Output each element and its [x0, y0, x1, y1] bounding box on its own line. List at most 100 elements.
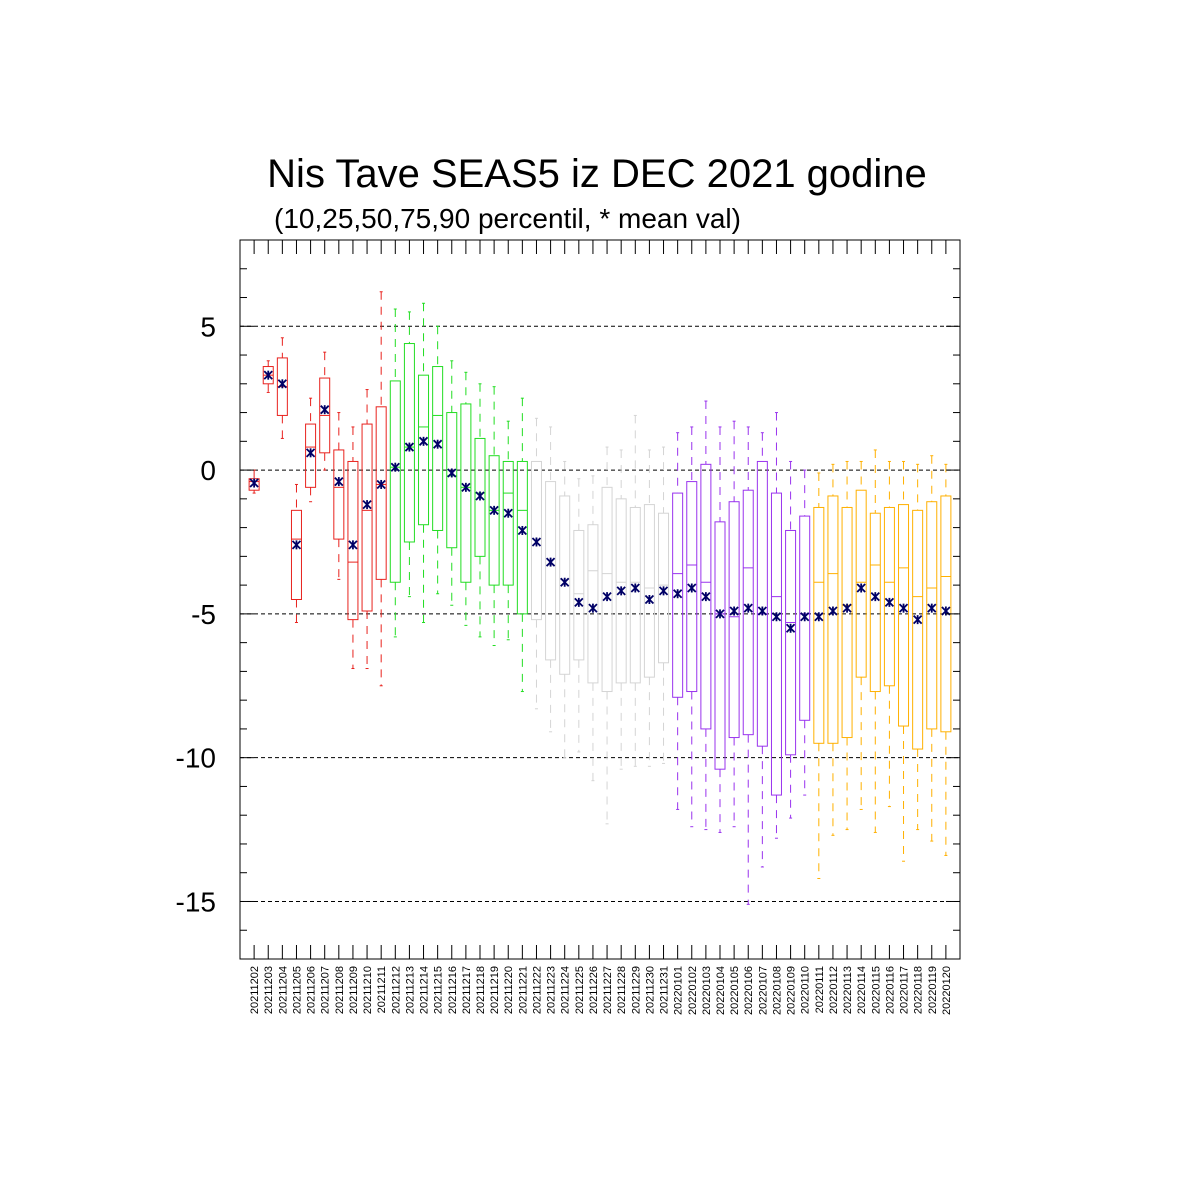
box-iqr	[912, 509, 924, 750]
mean-marker-20211214	[418, 436, 429, 446]
mean-marker-20211229	[630, 583, 640, 593]
box-iqr	[530, 460, 542, 621]
x-tick-label-3: 20211205	[291, 966, 303, 1014]
mean-marker-20220107	[757, 606, 767, 616]
box-20220117	[898, 460, 910, 862]
box-20211210	[361, 389, 373, 670]
box-iqr	[770, 492, 782, 796]
x-tick-label-0: 20211202	[249, 966, 261, 1014]
box-20220110	[799, 469, 811, 796]
box-iqr	[375, 406, 387, 580]
x-tick-label-24: 20211226	[588, 966, 600, 1014]
box-20220104	[714, 426, 726, 833]
box-20211224	[559, 460, 571, 759]
box-iqr	[883, 506, 895, 687]
x-tick-label-9: 20211211	[376, 966, 388, 1013]
box-iqr	[714, 521, 726, 770]
box-20211230	[643, 449, 655, 767]
mean-marker-20211220	[503, 508, 513, 518]
mean-marker-20211208	[334, 476, 344, 487]
box-iqr	[785, 529, 797, 756]
chart-subtitle: (10,25,50,75,90 percentil, * mean val)	[274, 203, 741, 234]
box-20211218	[474, 383, 486, 638]
box-20211206	[305, 397, 317, 503]
box-20220115	[869, 449, 881, 833]
box-20211223	[545, 426, 557, 733]
x-tick-label-36: 20220107	[757, 966, 769, 1015]
x-tick-label-48: 20220119	[927, 966, 939, 1014]
mean-marker-20211224	[560, 577, 570, 587]
mean-marker-20220104	[715, 609, 725, 619]
mean-marker-20220116	[884, 597, 895, 608]
mean-marker-20211218	[475, 491, 485, 501]
box-20220119	[926, 455, 938, 842]
mean-marker-20211212	[390, 462, 400, 472]
box-20220118	[912, 463, 924, 831]
box-iqr	[573, 529, 585, 661]
box-iqr	[742, 489, 754, 736]
mean-marker-20211202	[249, 478, 259, 488]
mean-marker-20220106	[743, 603, 753, 613]
mean-marker-20220113	[842, 603, 852, 613]
x-tick-label-1: 20211203	[263, 966, 275, 1014]
box-iqr	[799, 515, 811, 721]
box-iqr	[502, 460, 514, 586]
box-iqr	[559, 495, 571, 675]
mean-marker-20220108	[771, 612, 782, 622]
box-20211205	[290, 483, 302, 624]
box-20211203	[262, 360, 274, 393]
chart-title: Nis Tave SEAS5 iz DEC 2021 godine	[267, 152, 927, 196]
box-20211216	[446, 360, 458, 606]
x-tick-label-8: 20211210	[362, 966, 374, 1014]
x-tick-label-13: 20211215	[433, 966, 445, 1014]
x-tick-label-17: 20211219	[489, 966, 501, 1014]
x-tick-label-15: 20211217	[461, 966, 473, 1014]
mean-marker-20220119	[927, 603, 937, 613]
gridlines	[240, 325, 960, 902]
x-tick-label-20: 20211222	[531, 966, 543, 1014]
x-tick-label-5: 20211207	[320, 966, 332, 1014]
box-20220106	[742, 426, 754, 905]
box-20211227	[601, 446, 613, 825]
plot-frame	[239, 239, 961, 960]
x-tick-label-37: 20220108	[771, 966, 783, 1015]
box-iqr	[728, 501, 740, 739]
x-tick-label-16: 20211218	[475, 966, 487, 1014]
box-20211220	[502, 420, 514, 641]
box-20211212	[389, 308, 401, 638]
box-20220114	[855, 460, 867, 810]
box-20211221	[516, 397, 528, 693]
mean-marker-20211210	[362, 499, 372, 510]
mean-marker-20220101	[673, 589, 683, 599]
mean-marker-20220102	[687, 583, 697, 593]
box-iqr	[869, 512, 881, 693]
box-iqr	[855, 489, 867, 678]
box-iqr	[361, 423, 373, 612]
box-20220102	[686, 426, 698, 828]
x-tick-label-49: 20220120	[941, 966, 953, 1015]
x-tick-label-38: 20220109	[786, 966, 798, 1015]
x-tick-label-40: 20220111	[814, 966, 826, 1013]
box-iqr	[756, 460, 768, 747]
x-tick-label-19: 20211221	[517, 966, 529, 1014]
box-20220101	[672, 432, 684, 810]
mean-marker-20211225	[574, 597, 584, 608]
x-tick-label-46: 20220117	[899, 966, 911, 1014]
x-tick-label-23: 20211225	[574, 966, 586, 1014]
mean-marker-20211204	[277, 379, 287, 389]
x-tick-label-35: 20220106	[743, 966, 755, 1015]
mean-marker-20211213	[404, 442, 415, 452]
x-tick-label-21: 20211223	[546, 966, 558, 1014]
x-axis: 20211202 20211203 20211204 20211205 20211206…	[249, 240, 953, 1015]
mean-marker-20220103	[701, 591, 711, 602]
y-tick-label-2: -5	[191, 599, 216, 630]
box-20220112	[827, 463, 839, 836]
x-tick-label-45: 20220116	[884, 966, 896, 1014]
x-tick-label-41: 20220112	[828, 966, 840, 1014]
box-iqr	[545, 481, 557, 661]
x-tick-label-7: 20211209	[348, 966, 360, 1014]
box-iqr	[658, 512, 670, 664]
box-iqr	[347, 460, 359, 621]
box-iqr	[403, 343, 415, 543]
mean-marker-20220118	[913, 614, 923, 625]
